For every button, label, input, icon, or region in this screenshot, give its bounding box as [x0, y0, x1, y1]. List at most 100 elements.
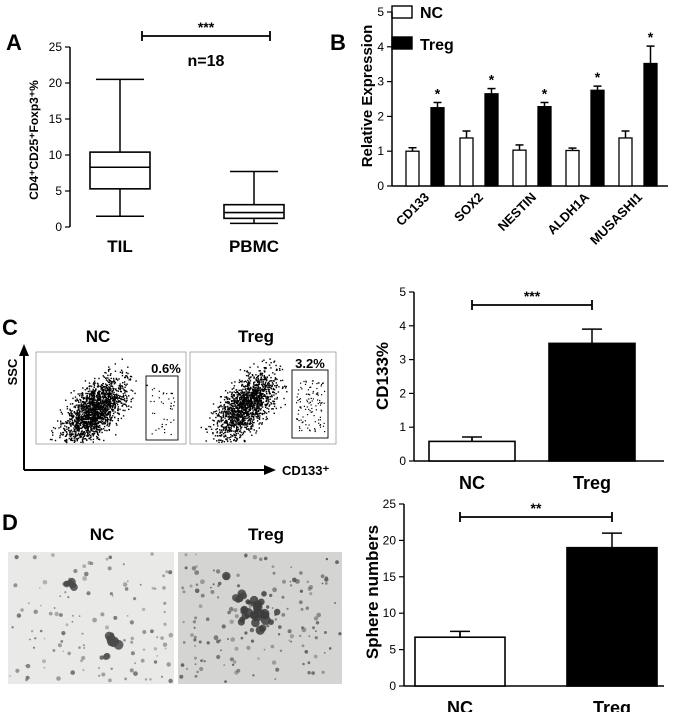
flow-event-dot [120, 387, 122, 389]
flow-event-dot [240, 402, 242, 404]
flow-event-dot [98, 377, 100, 380]
cell-dot [160, 675, 164, 678]
flow-event-dot [105, 409, 107, 411]
flow-event-dot [248, 408, 250, 411]
flow-event-dot [223, 436, 225, 438]
flow-event-dot [244, 405, 246, 407]
flow-event-dot [77, 428, 80, 430]
flow-event-dot [251, 434, 253, 436]
cell-dot [82, 669, 85, 672]
flow-event-dot [72, 397, 74, 400]
flow-event-dot [249, 407, 252, 409]
flow-event-dot [87, 426, 90, 429]
flow-event-dot [77, 404, 79, 406]
flow-event-dot [100, 429, 102, 431]
panel-c-bar-x-label: Treg [573, 473, 611, 493]
cell-dot [133, 597, 137, 601]
flow-event-dot [253, 408, 255, 411]
flow-event-dot [120, 391, 122, 393]
flow-event-dot [225, 413, 227, 416]
flow-event-dot [100, 419, 103, 421]
flow-event-dot [248, 419, 250, 421]
flow-event-dot [227, 430, 229, 432]
cell-dot [11, 626, 14, 629]
flow-event-dot [221, 426, 223, 428]
flow-event-dot [85, 428, 87, 430]
flow-event-dot [253, 387, 256, 389]
flow-event-dot [215, 413, 218, 415]
flow-event-dot [108, 394, 110, 397]
flow-event-dot [250, 415, 253, 417]
flow-event-dot [265, 403, 268, 406]
sphere-cluster-cell [110, 636, 119, 646]
flow-event-dot [253, 429, 255, 431]
flow-event-dot [78, 405, 80, 407]
flow-event-dot [297, 399, 299, 402]
flow-event-dot [217, 420, 219, 422]
flow-event-dot [269, 384, 272, 386]
flow-event-dot [107, 374, 109, 377]
flow-event-dot [245, 415, 247, 418]
flow-event-dot [249, 421, 252, 423]
flow-event-dot [219, 439, 221, 441]
flow-event-dot [114, 370, 117, 372]
flow-event-dot [220, 412, 222, 414]
flow-event-dot [239, 415, 241, 417]
flow-event-dot [271, 385, 273, 388]
panel-b-bar-treg [643, 62, 658, 187]
flow-event-dot [257, 376, 259, 378]
flow-event-dot [273, 400, 275, 403]
flow-event-dot [95, 401, 97, 403]
flow-event-dot [228, 427, 231, 429]
flow-event-dot [229, 404, 232, 406]
cell-dot [236, 584, 241, 588]
flow-event-dot [253, 418, 255, 420]
flow-event-dot [154, 412, 156, 415]
flow-event-dot [63, 429, 66, 431]
sphere-cluster-cell [252, 602, 263, 613]
flow-event-dot [96, 429, 98, 431]
flow-event-dot [252, 413, 254, 415]
cell-dot [108, 555, 113, 560]
flow-event-dot [281, 379, 284, 382]
flow-event-dot [99, 426, 101, 429]
flow-event-dot [253, 421, 255, 424]
flow-event-dot [230, 415, 232, 418]
flow-event-dot [250, 426, 252, 428]
flow-event-dot [273, 360, 276, 362]
flow-event-dot [112, 409, 115, 411]
flow-event-dot [236, 411, 238, 413]
flow-event-dot [70, 437, 73, 439]
cell-dot [233, 608, 238, 613]
cell-dot [60, 640, 64, 643]
flow-event-dot [108, 366, 110, 368]
flow-event-dot [257, 375, 260, 377]
flow-event-dot [223, 403, 226, 406]
flow-event-dot [78, 412, 80, 414]
flow-event-dot [74, 430, 76, 433]
cell-dot [43, 637, 46, 640]
cell-dot [210, 590, 215, 594]
flow-event-dot [93, 380, 96, 382]
flow-event-dot [111, 392, 113, 394]
flow-event-dot [260, 381, 262, 383]
cell-dot [34, 637, 37, 640]
flow-event-dot [92, 419, 94, 421]
flow-event-dot [98, 392, 100, 394]
flow-event-dot [95, 408, 98, 410]
cell-dot [316, 612, 322, 618]
flow-event-dot [258, 418, 261, 420]
cell-dot [163, 601, 167, 605]
flow-event-dot [243, 392, 245, 394]
flow-event-dot [103, 416, 106, 418]
flow-event-dot [102, 387, 104, 389]
flow-event-dot [74, 420, 76, 423]
flow-event-dot [298, 398, 300, 401]
flow-event-dot [104, 411, 106, 413]
flow-event-dot [232, 423, 235, 425]
flow-event-dot [124, 383, 126, 385]
flow-event-dot [243, 391, 246, 393]
flow-event-dot [114, 363, 116, 365]
flow-event-dot [108, 381, 111, 384]
cell-dot [323, 631, 327, 634]
